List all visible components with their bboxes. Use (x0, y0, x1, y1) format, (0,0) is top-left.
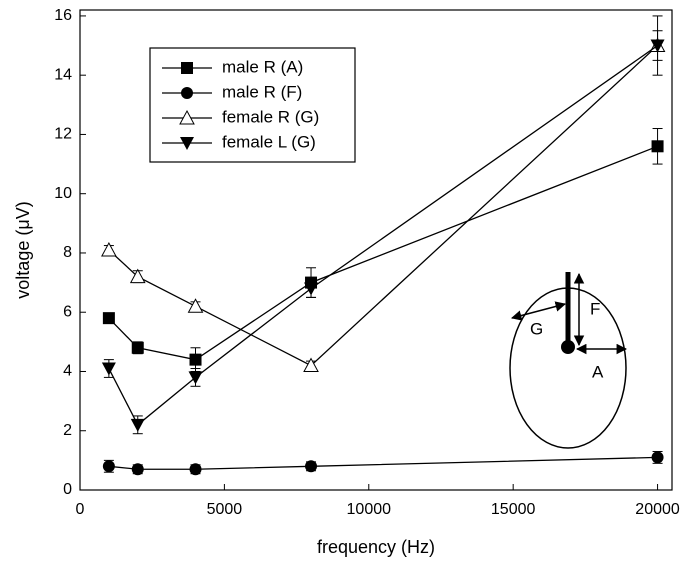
legend-label: female L (G) (222, 132, 316, 151)
inset-label: F (590, 299, 600, 318)
marker (130, 418, 145, 432)
marker (305, 460, 318, 473)
legend-marker (181, 87, 193, 99)
x-axis-label: frequency (Hz) (317, 537, 435, 557)
marker (129, 268, 146, 284)
x-tick-label: 10000 (347, 501, 392, 518)
y-tick-label: 6 (63, 303, 72, 320)
marker (102, 312, 115, 325)
inset-label: A (592, 362, 604, 381)
plot-frame (79, 9, 673, 491)
y-tick-label: 16 (54, 7, 72, 24)
legend-marker (180, 137, 194, 150)
x-tick-label: 20000 (635, 501, 680, 518)
x-tick-label: 0 (76, 501, 85, 518)
marker (131, 341, 144, 354)
inset-diagram (509, 272, 628, 449)
legend-marker (179, 109, 195, 125)
marker (188, 371, 203, 385)
y-tick-label: 14 (54, 66, 72, 83)
inset-arrow-g (510, 301, 567, 321)
x-tick-label: 15000 (491, 501, 536, 518)
legend-marker (181, 62, 193, 74)
marker (101, 241, 117, 257)
y-tick-label: 2 (63, 422, 72, 439)
y-tick-label: 10 (54, 185, 72, 202)
y-axis-label: voltage (μV) (13, 201, 33, 298)
marker (187, 298, 204, 313)
marker (102, 460, 115, 473)
y-tick-label: 0 (63, 481, 72, 498)
y-tick-label: 8 (63, 244, 72, 261)
legend-label: female R (G) (222, 107, 319, 126)
y-tick-label: 4 (63, 363, 72, 380)
series-line (108, 145, 658, 361)
marker (131, 463, 144, 476)
y-tick-label: 12 (54, 126, 72, 143)
marker (304, 282, 319, 296)
legend-label: male R (F) (222, 82, 302, 101)
marker (189, 353, 202, 366)
marker (650, 39, 665, 53)
marker (303, 357, 319, 373)
marker (101, 362, 116, 376)
marker (651, 140, 664, 153)
inset-label: G (530, 319, 543, 338)
marker (651, 451, 664, 464)
inset-dot (561, 340, 575, 354)
legend-label: male R (A) (222, 57, 303, 76)
x-tick-label: 5000 (207, 501, 243, 518)
marker (189, 463, 202, 476)
